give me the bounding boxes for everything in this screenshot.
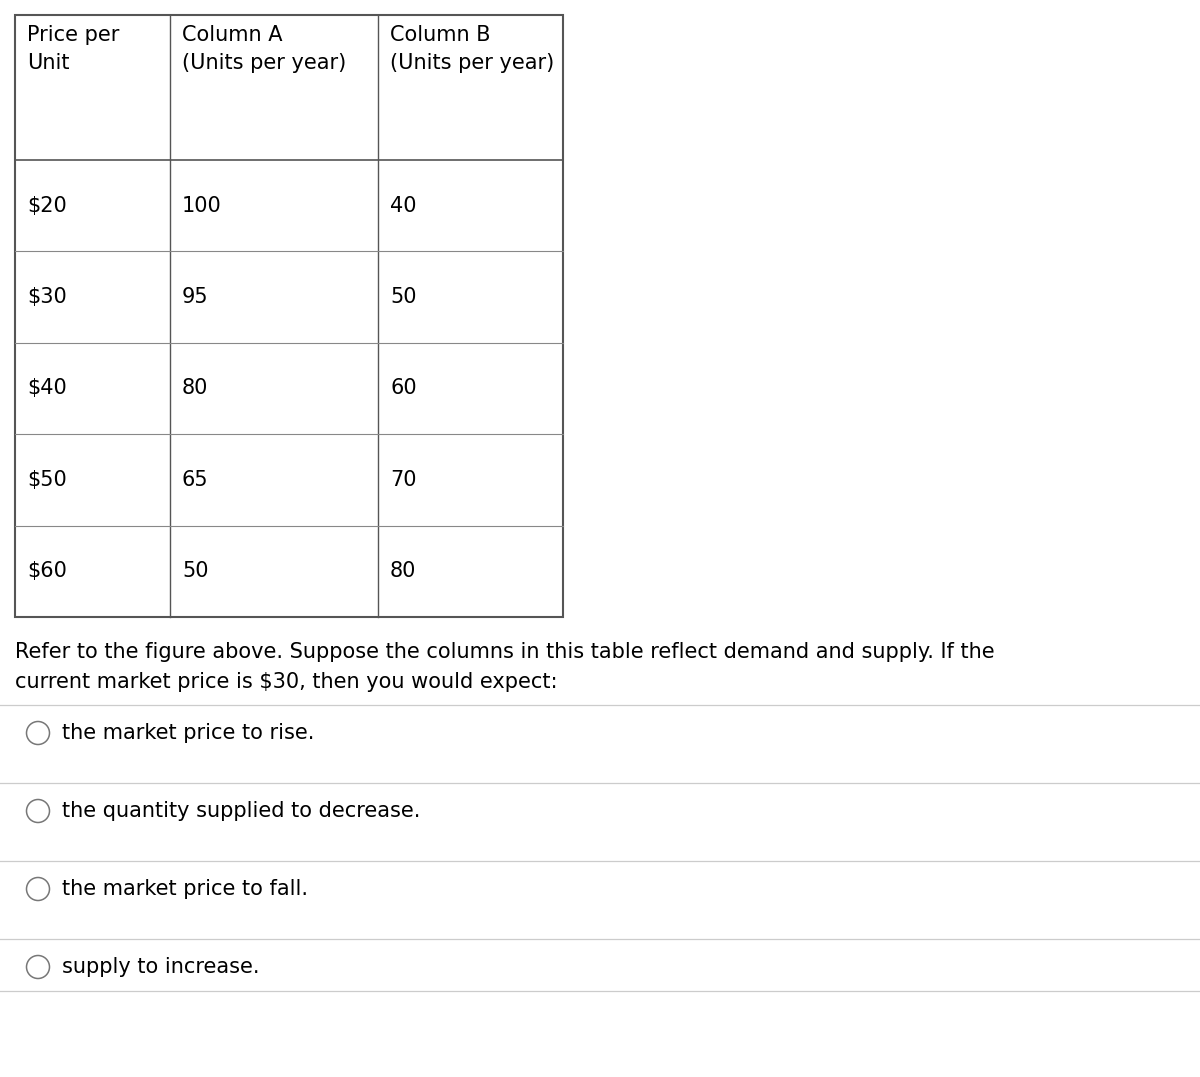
Text: 80: 80 bbox=[390, 561, 416, 582]
Text: Column B: Column B bbox=[390, 25, 491, 45]
Text: 50: 50 bbox=[182, 561, 209, 582]
Text: supply to increase.: supply to increase. bbox=[62, 957, 259, 977]
Text: $20: $20 bbox=[28, 196, 67, 215]
Text: $50: $50 bbox=[28, 470, 67, 490]
Text: 95: 95 bbox=[182, 288, 209, 307]
Text: $40: $40 bbox=[28, 378, 67, 398]
Text: Column A: Column A bbox=[182, 25, 282, 45]
Text: 60: 60 bbox=[390, 378, 416, 398]
Text: Refer to the figure above. Suppose the columns in this table reflect demand and : Refer to the figure above. Suppose the c… bbox=[14, 642, 995, 662]
Text: 40: 40 bbox=[390, 196, 416, 215]
Text: (Units per year): (Units per year) bbox=[182, 53, 347, 73]
Text: 100: 100 bbox=[182, 196, 222, 215]
Text: Unit: Unit bbox=[28, 53, 70, 73]
Text: the quantity supplied to decrease.: the quantity supplied to decrease. bbox=[62, 801, 420, 821]
Text: 65: 65 bbox=[182, 470, 209, 490]
Text: the market price to rise.: the market price to rise. bbox=[62, 723, 314, 743]
Text: $60: $60 bbox=[28, 561, 67, 582]
Text: $30: $30 bbox=[28, 288, 67, 307]
Bar bbox=[14, 15, 563, 617]
Text: current market price is $30, then you would expect:: current market price is $30, then you wo… bbox=[14, 672, 558, 693]
Text: 50: 50 bbox=[390, 288, 416, 307]
Text: Price per: Price per bbox=[28, 25, 119, 45]
Text: 80: 80 bbox=[182, 378, 209, 398]
Text: 70: 70 bbox=[390, 470, 416, 490]
Text: (Units per year): (Units per year) bbox=[390, 53, 554, 73]
Text: the market price to fall.: the market price to fall. bbox=[62, 879, 308, 899]
